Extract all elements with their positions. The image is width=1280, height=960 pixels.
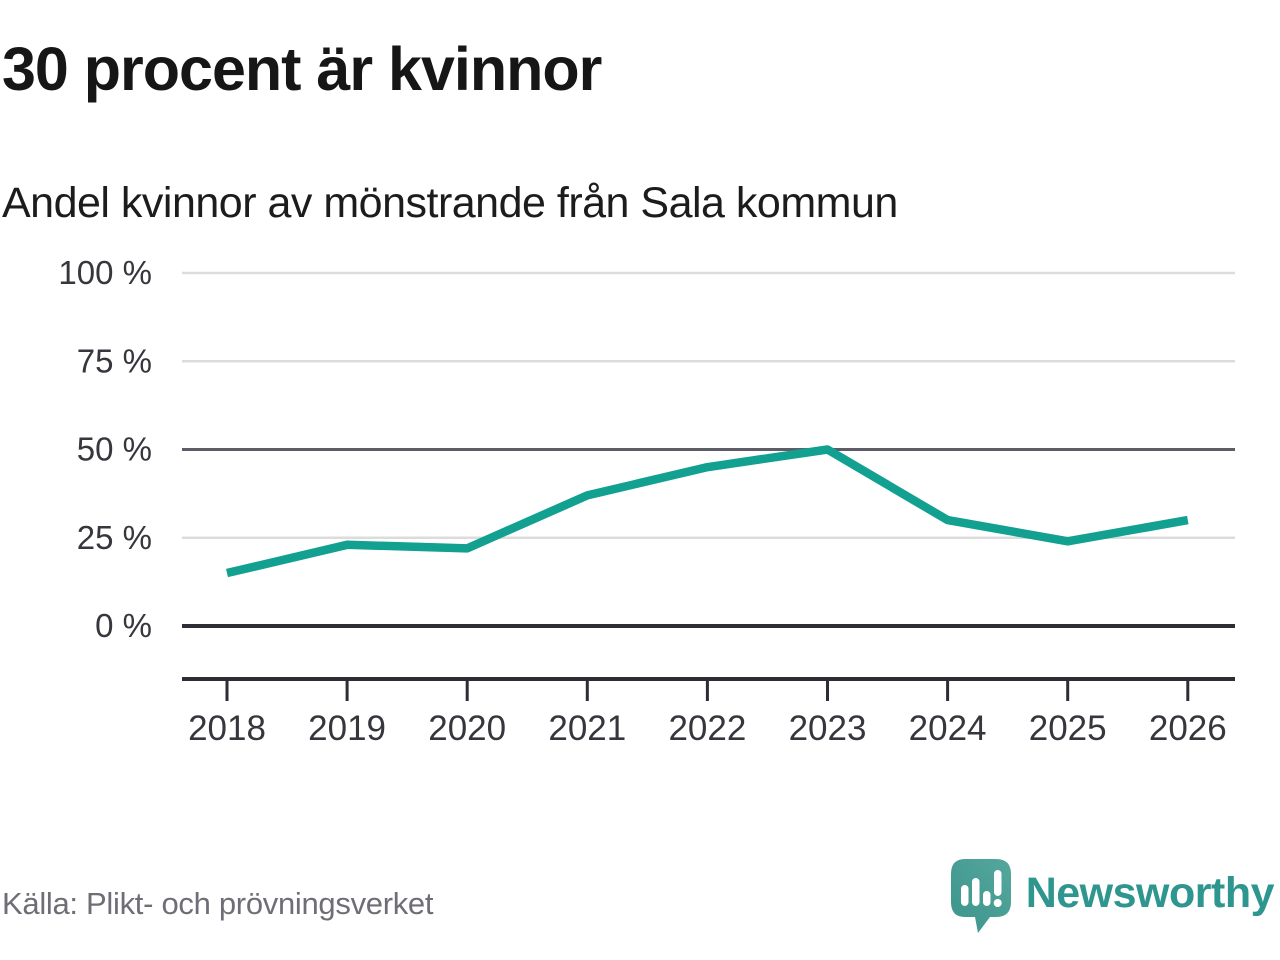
page-title: 30 procent är kvinnor [2, 35, 602, 103]
exclamation-bar-icon [993, 870, 1002, 896]
y-axis-label: 0 % [95, 607, 152, 644]
newsworthy-logo-icon [950, 859, 1011, 933]
y-axis-label: 25 % [77, 519, 152, 556]
speech-bubble-shape [950, 859, 1011, 933]
source-label: Källa: Plikt- och prövningsverket [2, 886, 434, 921]
y-axis-label: 100 % [58, 254, 152, 291]
y-axis-label: 75 % [77, 342, 152, 379]
x-axis-label: 2023 [789, 709, 867, 748]
x-axis-label: 2018 [188, 709, 266, 748]
y-axis-label: 50 % [77, 431, 152, 468]
brand-name: Newsworthy [1025, 868, 1275, 917]
x-axis-label: 2024 [909, 709, 987, 748]
bar-icon-2 [971, 878, 980, 906]
x-axis-label: 2019 [308, 709, 386, 748]
chart-subtitle: Andel kvinnor av mönstrande från Sala ko… [2, 179, 898, 227]
x-axis-label: 2021 [548, 709, 626, 748]
x-axis-label: 2025 [1029, 709, 1107, 748]
x-axis-label: 2022 [668, 709, 746, 748]
x-axis-label: 2020 [428, 709, 506, 748]
bar-icon-3 [982, 891, 991, 906]
bar-icon-1 [960, 885, 969, 906]
brand-logo: Newsworthy [950, 856, 1275, 936]
data-line-andel-kvinnor [226, 445, 1189, 578]
exclamation-dot-icon [993, 899, 1002, 907]
x-axis-label: 2026 [1149, 709, 1227, 748]
